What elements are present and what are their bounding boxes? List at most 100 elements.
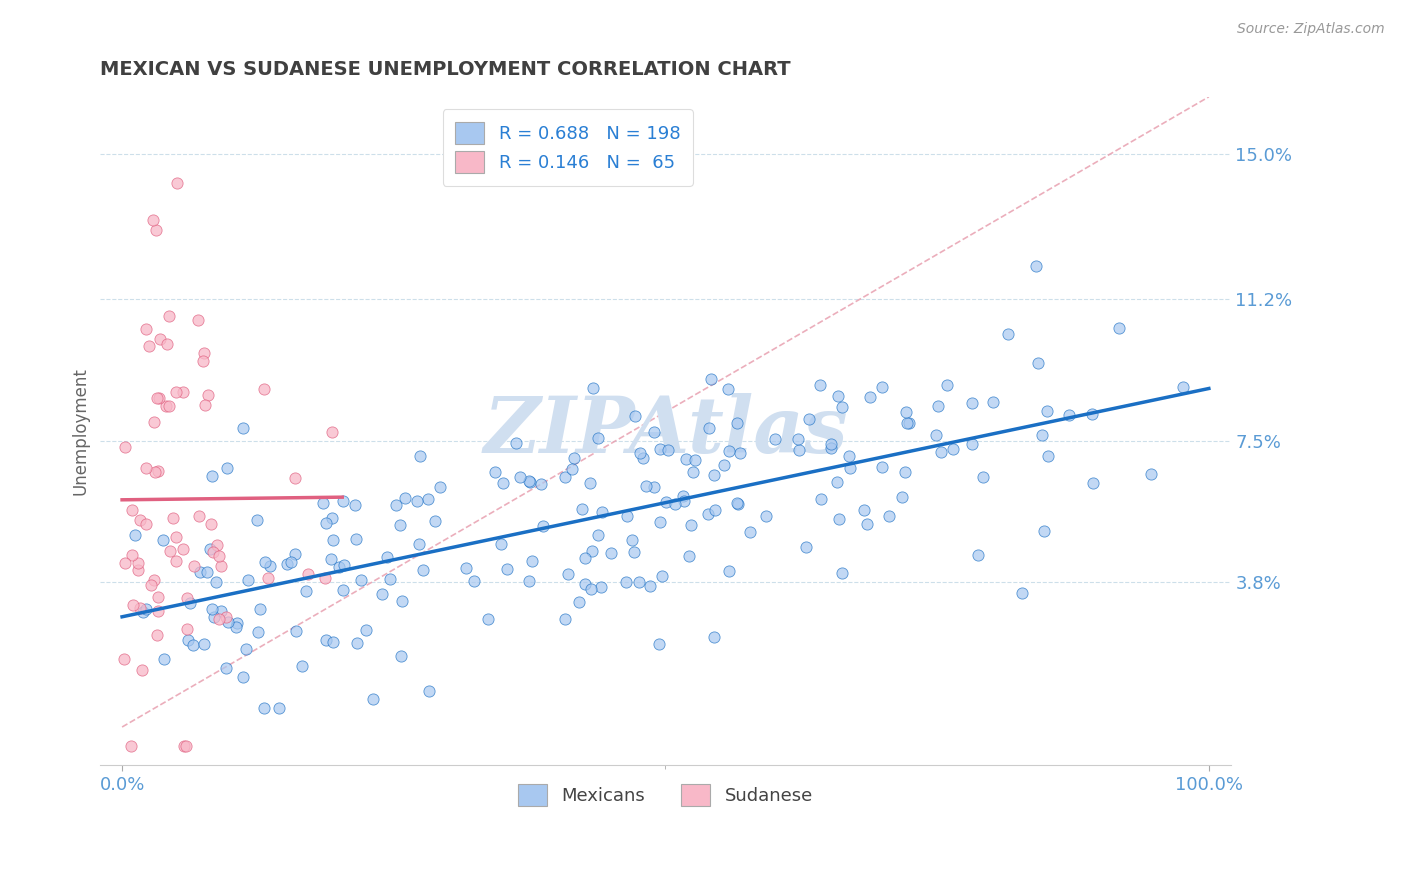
Point xyxy=(146,627,169,641)
Point xyxy=(143,465,166,479)
Point xyxy=(225,620,247,634)
Point xyxy=(962,436,984,450)
Point xyxy=(808,378,831,392)
Point xyxy=(586,431,609,445)
Point xyxy=(209,559,232,574)
Point xyxy=(614,574,637,589)
Point xyxy=(165,530,187,544)
Point xyxy=(981,395,1004,409)
Point xyxy=(755,509,778,524)
Point xyxy=(112,652,135,666)
Point xyxy=(121,548,143,562)
Point xyxy=(172,541,194,556)
Point xyxy=(314,570,336,584)
Point xyxy=(131,663,153,677)
Point xyxy=(429,480,451,494)
Point xyxy=(321,425,343,440)
Text: ZIPAtlas: ZIPAtlas xyxy=(484,392,848,469)
Point xyxy=(581,543,603,558)
Point xyxy=(853,503,876,517)
Point xyxy=(727,497,749,511)
Point xyxy=(236,573,259,587)
Point xyxy=(648,515,671,529)
Point xyxy=(217,615,239,629)
Point xyxy=(162,511,184,525)
Point xyxy=(283,471,305,485)
Point xyxy=(828,512,851,526)
Point xyxy=(405,494,427,508)
Point xyxy=(517,574,540,588)
Point xyxy=(208,612,231,626)
Point xyxy=(579,582,602,596)
Point xyxy=(176,622,198,636)
Point xyxy=(496,562,519,576)
Point xyxy=(177,633,200,648)
Point xyxy=(620,533,643,548)
Point xyxy=(623,545,645,559)
Point xyxy=(820,441,842,455)
Point xyxy=(375,549,398,564)
Point xyxy=(215,660,238,674)
Point xyxy=(391,593,413,607)
Point xyxy=(202,610,225,624)
Point xyxy=(896,405,918,419)
Point xyxy=(344,532,367,546)
Point xyxy=(159,544,181,558)
Point xyxy=(628,446,651,460)
Point xyxy=(202,545,225,559)
Point xyxy=(385,498,408,512)
Point xyxy=(322,635,344,649)
Point xyxy=(127,556,149,570)
Point xyxy=(195,565,218,579)
Point xyxy=(145,391,167,405)
Point xyxy=(725,496,748,510)
Point xyxy=(152,533,174,547)
Point xyxy=(197,388,219,402)
Point xyxy=(173,739,195,753)
Point xyxy=(624,409,647,423)
Point xyxy=(578,476,600,491)
Point xyxy=(205,537,228,551)
Point xyxy=(1083,476,1105,491)
Point xyxy=(960,396,983,410)
Point xyxy=(704,503,727,517)
Point xyxy=(200,517,222,532)
Point xyxy=(554,470,576,484)
Point xyxy=(165,554,187,568)
Point xyxy=(703,468,725,483)
Point xyxy=(423,514,446,528)
Point xyxy=(672,489,695,503)
Point xyxy=(554,612,576,626)
Point xyxy=(138,339,160,353)
Point xyxy=(284,624,307,639)
Point xyxy=(122,598,145,612)
Point xyxy=(129,513,152,527)
Point xyxy=(416,492,439,507)
Point xyxy=(574,550,596,565)
Point xyxy=(589,580,612,594)
Point xyxy=(188,565,211,579)
Point xyxy=(332,558,354,572)
Point xyxy=(194,398,217,412)
Point xyxy=(568,595,591,609)
Point xyxy=(149,332,172,346)
Point xyxy=(519,475,541,489)
Point xyxy=(120,739,142,753)
Point xyxy=(121,502,143,516)
Point xyxy=(967,549,990,563)
Point xyxy=(505,436,527,450)
Point xyxy=(174,739,197,753)
Point xyxy=(718,564,741,578)
Point xyxy=(896,416,918,430)
Point xyxy=(1032,524,1054,538)
Point xyxy=(291,658,314,673)
Point xyxy=(713,458,735,473)
Point xyxy=(232,421,254,435)
Point xyxy=(412,563,434,577)
Point xyxy=(454,561,477,575)
Point xyxy=(1025,260,1047,274)
Point xyxy=(794,541,817,555)
Point xyxy=(725,417,748,431)
Point xyxy=(252,701,274,715)
Point xyxy=(215,610,238,624)
